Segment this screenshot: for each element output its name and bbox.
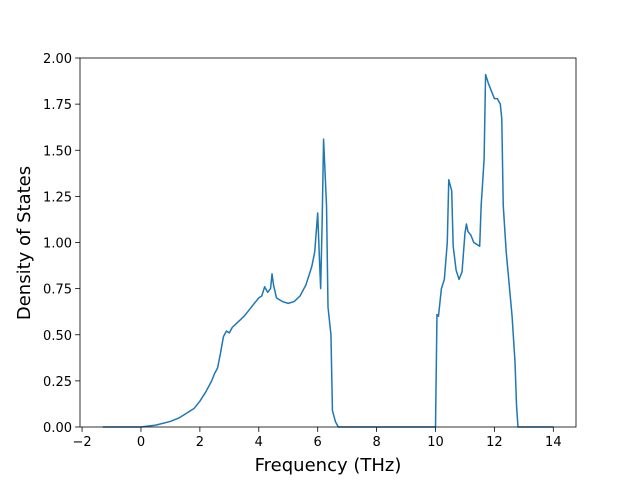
x-axis-label: Frequency (THz) <box>255 455 402 476</box>
y-axis-label: Density of States <box>14 166 35 320</box>
x-tick-label: 12 <box>486 435 503 450</box>
y-tick-label: 2.00 <box>43 52 72 67</box>
y-tick-label: 0.75 <box>43 283 72 298</box>
x-tick-label: 8 <box>372 435 380 450</box>
y-tick-label: 1.25 <box>43 190 72 205</box>
plot-frame <box>79 57 577 428</box>
y-tick-label: 0.00 <box>43 421 72 436</box>
y-tick-label: 0.25 <box>43 375 72 390</box>
x-tick-label: −2 <box>72 435 91 450</box>
x-tick-label: 0 <box>137 435 145 450</box>
y-tick-label: 0.50 <box>43 329 72 344</box>
x-tick-label: 6 <box>314 435 322 450</box>
x-tick-label: 4 <box>255 435 263 450</box>
y-tick-label: 1.75 <box>43 98 72 113</box>
y-tick-label: 1.50 <box>43 144 72 159</box>
line <box>102 73 554 428</box>
x-tick-label: 10 <box>427 435 444 450</box>
x-tick-label: 14 <box>545 435 562 450</box>
x-tick-label: 2 <box>196 435 204 450</box>
y-tick-label: 1.00 <box>43 237 72 252</box>
